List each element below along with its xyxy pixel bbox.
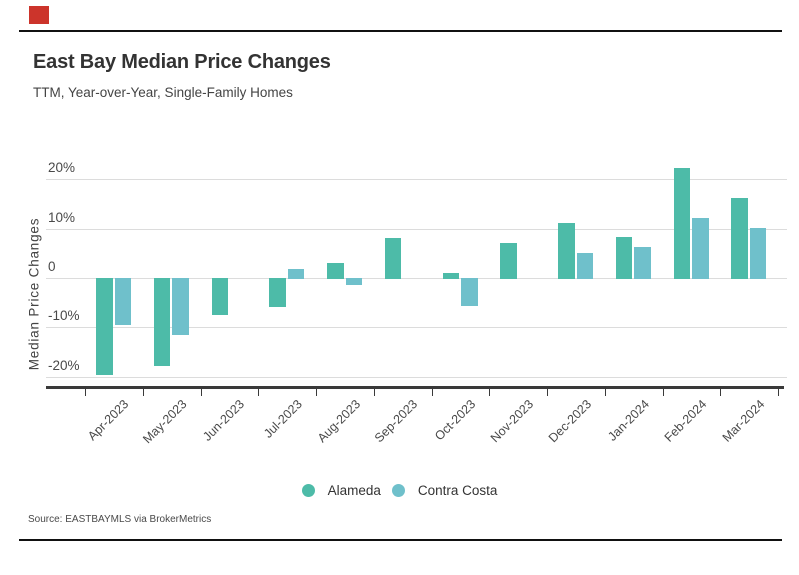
bar-alameda-nov-2023 [500,243,517,279]
gridline--10- [46,327,787,329]
bar-alameda-aug-2023 [327,263,344,279]
legend-label-contra-costa: Contra Costa [417,482,498,498]
bar-alameda-sep-2023 [384,238,402,279]
legend-label-alameda: Alameda [327,482,381,498]
bar-contra-costa-aug-2023 [345,278,362,286]
chart-subtitle: TTM, Year-over-Year, Single-Family Homes [33,85,293,100]
bar-contra-costa-jan-2024 [634,247,651,279]
bar-alameda-jan-2024 [615,237,633,279]
x-tick-label-feb-2024: Feb-2024 [661,397,710,445]
bottom-divider [19,539,782,541]
y-tick-label: -20% [48,357,80,373]
chart-title: East Bay Median Price Changes [33,51,331,73]
legend-dot-contra-costa [391,483,405,497]
y-tick-label: 20% [48,160,76,176]
x-axis-tick [662,388,664,396]
x-axis-tick [200,388,202,396]
x-axis-tick [489,388,491,396]
bar-alameda-mar-2024 [731,197,748,279]
bar-alameda-dec-2023 [558,222,575,279]
gridline-20- [46,179,787,181]
x-tick-label-may-2023: May-2023 [140,397,190,447]
x-tick-label-mar-2024: Mar-2024 [719,397,768,445]
bar-contra-costa-dec-2023 [576,253,593,279]
bar-contra-costa-jul-2023 [287,268,305,279]
bar-alameda-apr-2023 [96,278,113,376]
x-axis-tick [778,388,779,396]
x-axis-line [46,386,784,389]
x-tick-label-oct-2023: Oct-2023 [432,397,479,444]
bar-contra-costa-oct-2023 [461,278,478,307]
x-axis-tick [142,388,144,396]
x-tick-label-sep-2023: Sep-2023 [372,397,421,446]
legend-item-alameda: Alameda [301,482,381,498]
source-label: Source: [28,514,63,525]
x-tick-label-jun-2023: Jun-2023 [200,397,248,444]
gridline-10- [46,228,787,230]
x-tick-label-aug-2023: Aug-2023 [314,397,363,446]
bar-contra-costa-mar-2024 [749,228,767,279]
y-tick-label: 10% [48,209,76,225]
x-tick-label-nov-2023: Nov-2023 [487,397,537,446]
x-tick-label-apr-2023: Apr-2023 [85,397,132,444]
x-axis-tick [373,388,375,396]
x-axis-tick [604,388,606,396]
x-axis-tick [316,388,317,396]
bar-alameda-jul-2023 [269,278,286,308]
source-text: EASTBAYMLS via BrokerMetrics [65,514,212,525]
x-tick-label-jul-2023: Jul-2023 [261,397,306,441]
bar-contra-costa-feb-2024 [692,217,709,279]
x-axis-tick [720,388,722,396]
bar-alameda-may-2023 [153,278,171,366]
bar-contra-costa-apr-2023 [114,278,131,326]
x-axis-tick [547,388,548,396]
x-axis-tick [258,388,260,396]
gridline-0 [46,278,787,279]
bar-contra-costa-may-2023 [172,278,189,336]
y-tick-label: -10% [48,308,80,324]
legend: Alameda Contra Costa [0,481,799,499]
x-axis-tick [431,388,433,396]
bar-alameda-feb-2024 [673,167,690,279]
legend-item-contra-costa: Contra Costa [391,482,498,498]
y-tick-label: 0 [48,259,56,274]
legend-dot-alameda [301,483,315,497]
x-axis-tick [85,388,86,396]
gridline--20- [46,376,787,378]
bar-alameda-oct-2023 [442,273,459,279]
source-note: Source: EASTBAYMLS via BrokerMetrics [28,514,211,525]
red-marker [29,6,49,24]
x-tick-label-jan-2024: Jan-2024 [604,397,652,444]
top-divider [19,30,782,32]
x-tick-label-dec-2023: Dec-2023 [545,397,594,446]
bar-alameda-jun-2023 [211,278,228,316]
